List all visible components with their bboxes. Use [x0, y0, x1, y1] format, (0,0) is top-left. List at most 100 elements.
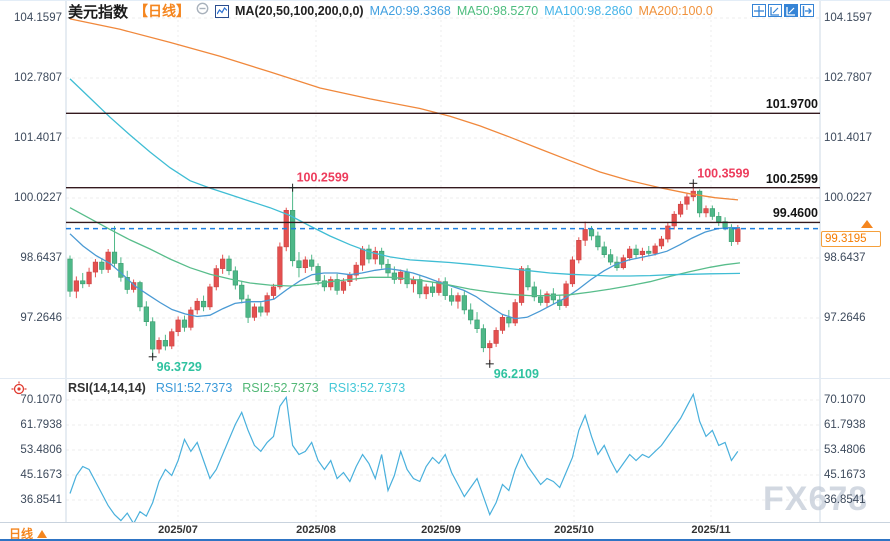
candle-body	[162, 340, 169, 347]
candle-down	[99, 258, 105, 274]
candle-down	[550, 288, 556, 305]
candle-body	[328, 279, 334, 288]
instrument-title: 美元指数	[68, 3, 129, 21]
candle-body	[728, 226, 735, 242]
candle-body	[80, 280, 86, 285]
candle-body	[461, 295, 467, 311]
candle-down	[607, 249, 614, 266]
go-to-latest-icon[interactable]	[800, 4, 814, 17]
candle-body	[716, 216, 722, 222]
candle-body	[429, 286, 436, 293]
candle-down	[379, 247, 385, 269]
candle-body	[353, 264, 359, 276]
candle-down	[150, 317, 156, 357]
candle-up	[627, 245, 633, 261]
candle-body	[372, 250, 378, 260]
price-annotation: 96.2109	[494, 367, 539, 381]
price-level-label: 99.4600	[772, 206, 818, 221]
x-axis-date-label: 2025/09	[421, 524, 461, 536]
candle-body	[480, 328, 487, 349]
candle-down	[118, 257, 124, 282]
candle-body	[86, 271, 92, 285]
axis-zoom-icon[interactable]	[768, 4, 782, 17]
candle-down	[525, 265, 531, 291]
time-axis-bar[interactable]: 日线	[0, 522, 890, 541]
period-tag: 【日线】	[134, 3, 191, 19]
candle-up	[207, 283, 213, 310]
indicator-target-icon[interactable]	[11, 381, 27, 397]
candle-body	[735, 228, 741, 242]
candle-body	[588, 229, 595, 237]
candle-down	[697, 189, 703, 218]
candle-body	[239, 284, 245, 300]
y-axis-label-right: 101.4017	[824, 131, 872, 144]
candle-body	[703, 208, 709, 214]
ma-settings-label[interactable]: MA(20,50,100,200,0,0)	[235, 4, 364, 18]
candle-down	[181, 315, 188, 332]
period-selector[interactable]: 日线	[9, 525, 48, 541]
candle-body	[258, 306, 264, 313]
rsi-line	[69, 392, 739, 522]
candle-body	[506, 317, 512, 324]
candle-body	[124, 277, 130, 290]
candle-up	[423, 283, 429, 300]
candle-up	[512, 299, 518, 327]
candle-down	[601, 241, 607, 258]
candle-body	[709, 208, 715, 217]
candle-body	[665, 225, 671, 240]
candle-up	[92, 259, 99, 278]
price-annotation: 100.3599	[697, 166, 749, 180]
period-up-triangle-icon	[37, 529, 48, 538]
rsi-axis-label-left: 36.8541	[20, 494, 62, 506]
candle-body	[627, 248, 633, 259]
rsi-axis-label-right: 45.1673	[824, 469, 866, 481]
candle-up	[455, 292, 461, 309]
candle-body	[226, 258, 232, 272]
candle-body	[302, 259, 308, 269]
candle-body	[474, 319, 480, 329]
price-annotation: 100.2599	[297, 171, 349, 185]
candle-down	[258, 302, 264, 317]
rsi-axis-label-right: 70.1070	[824, 394, 866, 406]
chart-toolbar	[752, 4, 814, 17]
y-axis-label-left: 100.0227	[14, 192, 62, 204]
candle-up	[353, 262, 359, 281]
candle-body	[671, 213, 677, 227]
rsi-axis-label-left: 45.1673	[20, 469, 62, 481]
candle-down	[137, 280, 143, 312]
candle-down	[309, 254, 315, 271]
auto-scale-icon[interactable]	[784, 4, 798, 17]
candle-body	[531, 286, 537, 298]
candle-body	[188, 309, 194, 328]
y-axis-label-right: 98.6437	[824, 252, 866, 264]
ma200-value: MA200:100.0	[638, 4, 713, 18]
candle-body	[455, 295, 461, 302]
candle-body	[512, 302, 518, 324]
rsi-settings-label[interactable]: RSI(14,14,14)	[68, 381, 146, 395]
candle-body	[194, 300, 200, 311]
candle-body	[423, 286, 429, 295]
candle-down	[296, 252, 302, 278]
candle-down	[200, 295, 207, 312]
candle-up	[493, 327, 499, 347]
candle-down	[289, 187, 296, 267]
y-axis-label-left: 102.7807	[14, 71, 62, 84]
candlestick-chart-icon[interactable]	[215, 4, 230, 18]
candle-body	[646, 250, 652, 254]
candle-up	[169, 328, 175, 350]
candle-down	[366, 244, 372, 264]
candle-up	[175, 316, 181, 337]
y-axis-label-right: 100.0227	[824, 192, 872, 204]
circle-minus-icon[interactable]	[196, 2, 209, 20]
candle-body	[169, 331, 175, 347]
candle-body	[607, 254, 614, 263]
candle-body	[569, 259, 576, 285]
rsi2-value: RSI2:52.7373	[242, 381, 319, 395]
candle-down	[67, 255, 73, 297]
x-axis-date-label: 2025/11	[691, 524, 731, 536]
pan-icon[interactable]	[752, 4, 766, 17]
candle-body	[359, 248, 366, 266]
price-annotation: 96.3729	[157, 360, 202, 374]
candle-body	[213, 268, 219, 288]
